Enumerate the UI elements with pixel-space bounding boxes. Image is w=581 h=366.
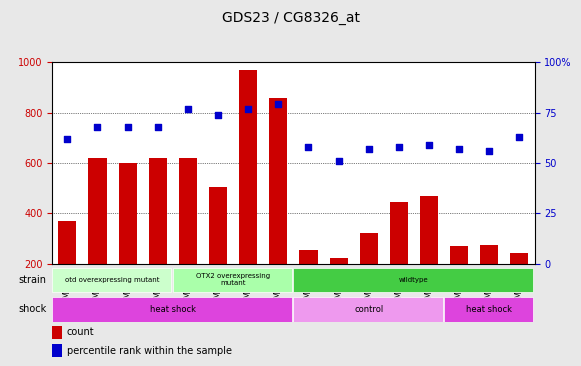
Point	[334, 158, 343, 164]
Bar	[510, 253, 529, 264]
Text: shock: shock	[18, 304, 46, 314]
Bar	[119, 163, 137, 264]
Point	[394, 144, 404, 150]
Text: GDS23 / CG8326_at: GDS23 / CG8326_at	[221, 11, 360, 25]
Text: wildtype: wildtype	[399, 277, 429, 283]
Point	[274, 101, 283, 108]
FancyBboxPatch shape	[444, 297, 533, 322]
FancyBboxPatch shape	[52, 297, 292, 322]
Text: otd overexpressing mutant: otd overexpressing mutant	[65, 277, 160, 283]
Text: heat shock: heat shock	[467, 305, 512, 314]
Point	[364, 146, 374, 152]
Point	[63, 136, 72, 142]
Point	[454, 146, 464, 152]
Text: count: count	[67, 327, 95, 337]
Bar	[52, 326, 63, 339]
FancyBboxPatch shape	[293, 297, 443, 322]
Bar	[88, 158, 106, 264]
FancyBboxPatch shape	[173, 268, 292, 292]
Bar	[329, 258, 347, 264]
Point	[123, 124, 132, 130]
Text: percentile rank within the sample: percentile rank within the sample	[67, 346, 232, 356]
Bar	[390, 202, 408, 264]
Point	[153, 124, 163, 130]
Bar	[420, 195, 438, 264]
Bar	[52, 344, 63, 357]
FancyBboxPatch shape	[293, 268, 533, 292]
Bar	[58, 221, 77, 264]
Point	[485, 148, 494, 154]
Text: control: control	[354, 305, 383, 314]
FancyBboxPatch shape	[52, 268, 171, 292]
Bar	[209, 187, 227, 264]
Point	[243, 105, 253, 111]
Point	[93, 124, 102, 130]
Bar	[480, 244, 498, 264]
Bar	[360, 234, 378, 264]
Bar	[299, 250, 317, 264]
Text: OTX2 overexpressing
mutant: OTX2 overexpressing mutant	[196, 273, 270, 287]
Bar	[450, 246, 468, 264]
Point	[424, 142, 433, 147]
Point	[183, 105, 192, 111]
Bar	[179, 158, 197, 264]
Bar	[270, 98, 288, 264]
Point	[213, 112, 223, 117]
Bar	[149, 158, 167, 264]
Text: strain: strain	[19, 275, 46, 285]
Point	[515, 134, 524, 139]
Point	[304, 144, 313, 150]
Bar	[239, 70, 257, 264]
Text: heat shock: heat shock	[150, 305, 196, 314]
